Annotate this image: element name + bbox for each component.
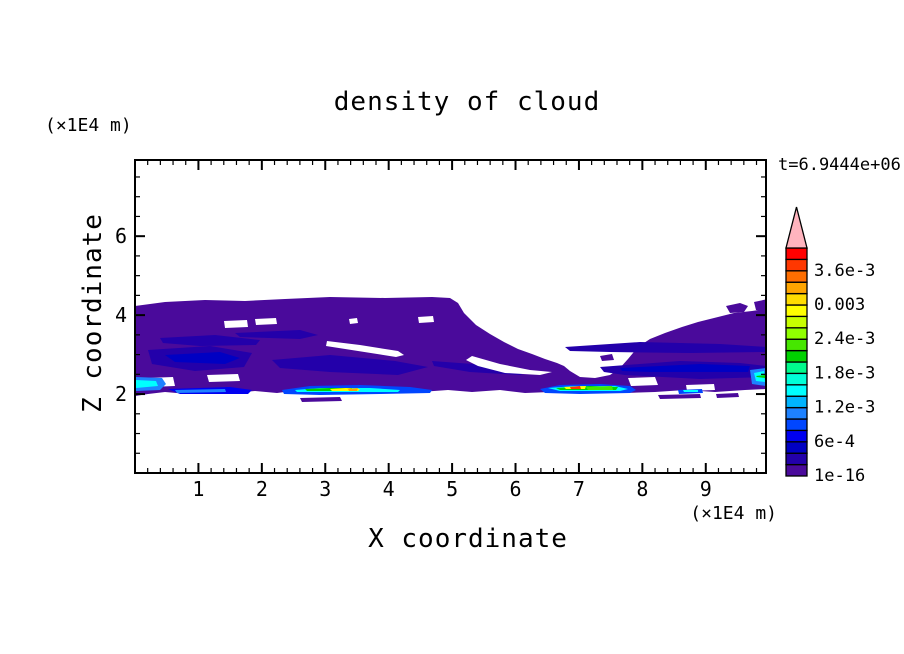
colorbar-segment xyxy=(785,247,808,261)
z-axis-unit-label: (×1E4 m) xyxy=(45,115,132,136)
x-tick-label: 7 xyxy=(573,477,585,501)
colorbar-segment xyxy=(785,304,808,318)
cloud-contour-region xyxy=(272,355,428,375)
colorbar-segment xyxy=(785,384,808,397)
colorbar-tick-label: 1.8e-3 xyxy=(814,363,875,383)
colorbar-segment xyxy=(785,327,808,340)
colorbar-tick-label: 0.003 xyxy=(814,295,865,315)
cloud-contour-region xyxy=(235,330,318,339)
x-tick-label: 9 xyxy=(700,477,712,501)
cloud-contour-region xyxy=(348,388,358,391)
x-tick-label: 4 xyxy=(383,477,395,501)
x-tick-label: 8 xyxy=(636,477,648,501)
cloud-contour-region xyxy=(658,394,701,399)
cloud-contour-region xyxy=(175,389,226,393)
cloud-contour-region xyxy=(756,375,765,378)
x-axis-unit-label: (×1E4 m) xyxy=(690,503,777,524)
colorbar-overflow-arrow xyxy=(785,206,808,249)
time-annotation: t=6.9444e+06 xyxy=(778,155,901,175)
colorbar-segment xyxy=(785,315,808,329)
colorbar-segment xyxy=(785,338,808,352)
colorbar-segment xyxy=(785,372,808,386)
plot-frame xyxy=(134,159,767,474)
cloud-contour-region xyxy=(136,380,158,388)
colorbar-tick-label: 1.2e-3 xyxy=(814,398,875,418)
cloud-contour-region xyxy=(165,352,240,364)
cloud-contour-region xyxy=(683,390,698,392)
colorbar-tick-label: 6e-4 xyxy=(814,432,855,452)
x-tick-label: 2 xyxy=(256,477,268,501)
cloud-contour-region xyxy=(255,318,277,325)
colorbar-segment xyxy=(785,452,808,466)
colorbar-segment xyxy=(785,349,808,363)
z-tick-label: 4 xyxy=(115,303,127,327)
x-axis-title: X coordinate xyxy=(368,524,568,554)
cloud-contour-region xyxy=(466,356,552,375)
z-tick-label: 6 xyxy=(115,224,127,248)
colorbar-segment xyxy=(785,395,808,409)
x-tick-label: 1 xyxy=(192,477,204,501)
colorbar-segment xyxy=(785,292,808,306)
cloud-contour-region xyxy=(326,341,404,357)
cloud-contour-region xyxy=(224,320,248,328)
colorbar-tick-label: 3.6e-3 xyxy=(814,261,875,281)
cloud-contour-region xyxy=(207,374,240,382)
x-tick-label: 3 xyxy=(319,477,331,501)
cloud-contour-region xyxy=(300,397,342,402)
cloud-field xyxy=(136,297,765,402)
z-tick-label: 2 xyxy=(115,382,127,406)
colorbar-segment xyxy=(785,361,808,375)
colorbar-segment xyxy=(785,463,808,477)
colorbar-segment xyxy=(785,281,808,295)
cloud-contour-region xyxy=(586,386,613,390)
x-tick-label: 5 xyxy=(446,477,458,501)
x-tick-label: 6 xyxy=(509,477,521,501)
cloud-contour-region xyxy=(716,393,739,398)
cloud-contour-region xyxy=(726,303,748,313)
colorbar-segment xyxy=(785,270,808,283)
cloud-contour-region xyxy=(628,377,658,386)
cloud-contour-region xyxy=(620,364,750,372)
colorbar-segment xyxy=(785,258,808,272)
colorbar-segment xyxy=(785,406,808,420)
colorbar-tick-label: 2.4e-3 xyxy=(814,329,875,349)
cloud-contour-region xyxy=(686,384,715,391)
colorbar-segment xyxy=(785,441,808,454)
cloud-contour-region xyxy=(349,318,358,324)
chart-title: density of cloud xyxy=(333,87,601,117)
cloud-contour-region xyxy=(160,335,260,346)
colorbar-segment xyxy=(785,418,808,432)
colorbar-segment xyxy=(785,429,808,443)
cloud-contour-region xyxy=(136,297,765,396)
cloud-contour-region xyxy=(754,299,765,312)
cloud-contour-region xyxy=(565,342,765,353)
cloud-contour-region xyxy=(418,316,434,323)
cloud-contour-region xyxy=(570,386,581,389)
cloud-contour-region xyxy=(600,354,614,361)
colorbar-tick-label: 1e-16 xyxy=(814,466,865,486)
